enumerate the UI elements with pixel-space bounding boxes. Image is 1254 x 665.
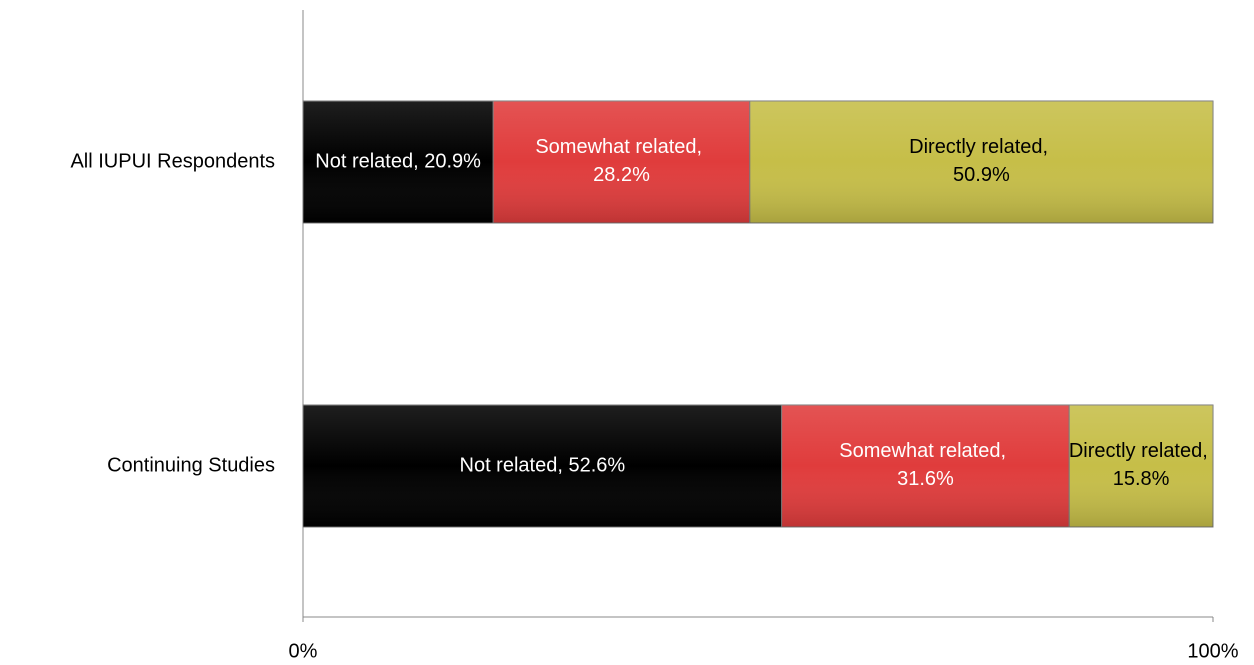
bar-segment <box>1068 404 1214 528</box>
category-label: All IUPUI Respondents <box>70 150 275 172</box>
bar-segment <box>749 100 1214 224</box>
x-tick-label: 0% <box>289 640 318 662</box>
data-label: Not related, 20.9% <box>315 150 481 172</box>
data-label: Directly related, 50.9% <box>909 136 1054 186</box>
data-label: Somewhat related, 28.2% <box>535 136 707 186</box>
data-label: Somewhat related, 31.6% <box>839 440 1011 490</box>
data-label: Not related, 52.6% <box>460 454 626 476</box>
data-label: Directly related, 15.8% <box>1069 440 1214 490</box>
bar-segment <box>781 404 1070 528</box>
category-label: Continuing Studies <box>107 454 275 476</box>
bar-segment <box>492 100 751 224</box>
x-tick-label: 100% <box>1187 640 1238 662</box>
